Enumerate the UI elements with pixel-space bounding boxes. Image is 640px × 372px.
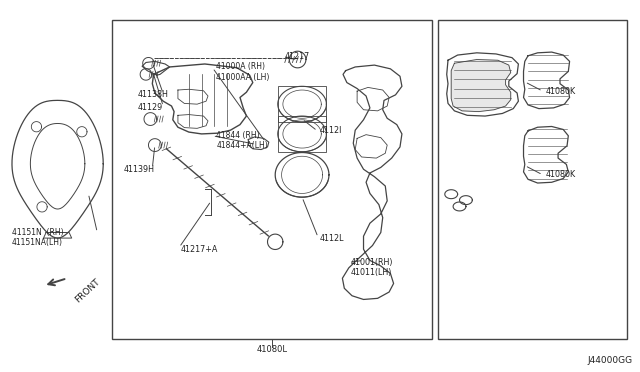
Text: 41217+A: 41217+A [181, 245, 218, 254]
Text: 41844 (RH): 41844 (RH) [216, 131, 260, 140]
Text: 41129: 41129 [138, 103, 163, 112]
Text: FRONT: FRONT [74, 277, 102, 305]
Text: 41000A (RH): 41000A (RH) [216, 62, 266, 71]
Text: 41217: 41217 [285, 52, 310, 61]
Bar [278, 86, 326, 122]
Polygon shape [268, 234, 283, 250]
Text: 41080L: 41080L [257, 345, 287, 354]
Text: 41138H: 41138H [138, 90, 168, 99]
Text: J44000GG: J44000GG [587, 356, 632, 365]
Bar [112, 20, 432, 339]
Text: 4112I: 4112I [320, 126, 342, 135]
Text: 41080K: 41080K [545, 87, 575, 96]
Text: 41001(RH): 41001(RH) [351, 258, 393, 267]
Text: 41844+A(LH): 41844+A(LH) [216, 141, 268, 150]
Text: 41151NA(LH): 41151NA(LH) [12, 238, 63, 247]
Text: 41000AA (LH): 41000AA (LH) [216, 73, 269, 81]
Bar [438, 20, 627, 339]
Text: 41139H: 41139H [124, 165, 154, 174]
Polygon shape [451, 60, 511, 112]
Text: 4112L: 4112L [320, 234, 344, 243]
Bar [278, 116, 326, 152]
Text: 41011(LH): 41011(LH) [351, 268, 392, 277]
Text: 41080K: 41080K [545, 170, 575, 179]
Text: 41151N  (RH): 41151N (RH) [12, 228, 63, 237]
